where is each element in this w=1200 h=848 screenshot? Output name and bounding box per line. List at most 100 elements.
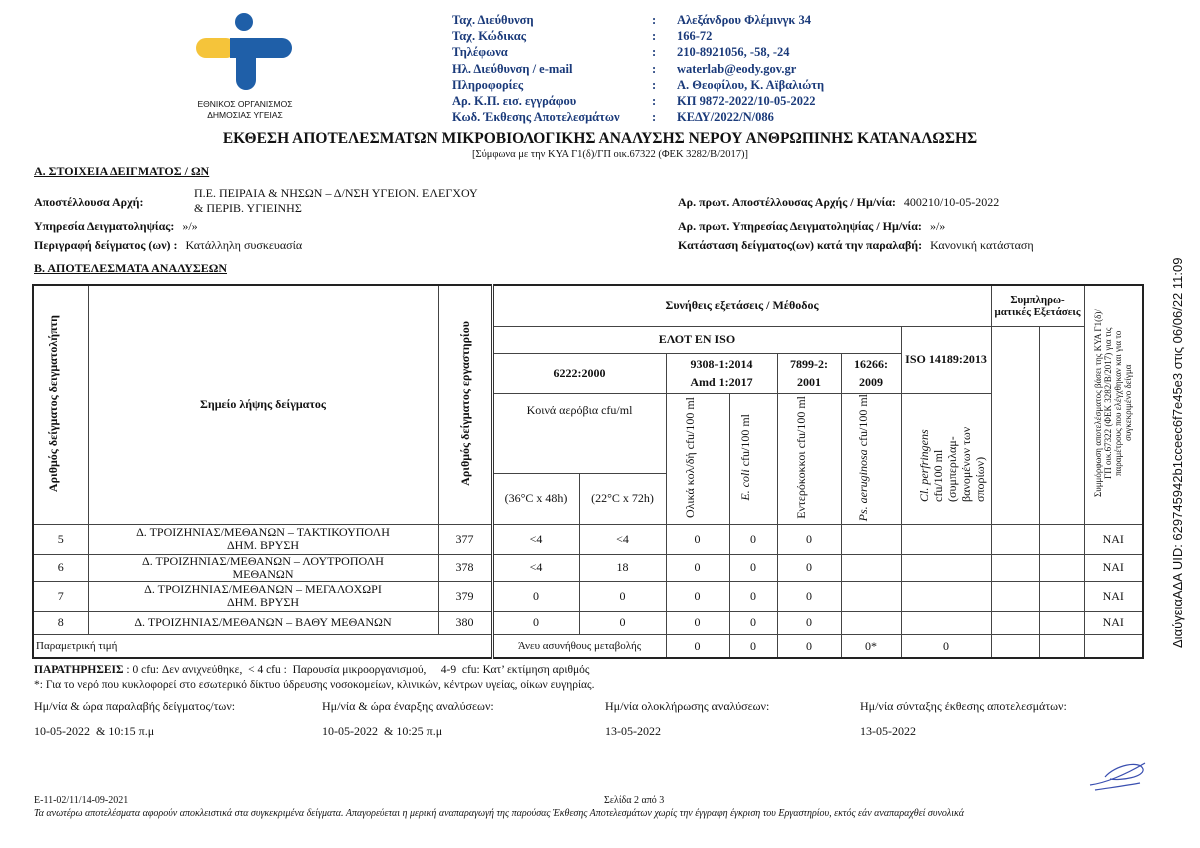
sample-no: 5 <box>32 523 89 555</box>
sample-no: 6 <box>32 553 89 582</box>
date-value: 13-05-2022 <box>860 724 916 739</box>
contact-row: Ηλ. Διεύθυνση / e-mail: waterlab@eody.gov… <box>452 61 797 76</box>
state-label: Κατάσταση δείγματος(ων) κατά την παραλαβ… <box>678 238 923 252</box>
param-label: Παραμετρική τιμή <box>32 633 493 659</box>
description-value: Κατάλληλη συσκευασία <box>185 238 303 252</box>
aerobic-22: <4 <box>578 523 667 555</box>
cell-s1 <box>990 580 1040 612</box>
cell-cl <box>900 553 992 582</box>
cell-comp: ΝΑΙ <box>1083 553 1144 582</box>
footer-disclaimer: Τα ανωτέρω αποτελέσματα αφορούν αποκλεισ… <box>34 808 965 819</box>
table-row: 6 Δ. ΤΡΟΙΖΗΝΙΑΣ/ΜΕΘΑΝΩΝ – ΛΟΥΤΡΟΠΟΛΗ ΜΕΘ… <box>32 553 1144 582</box>
header-compliance: Συμμόρφωση αποτελέσματος βάσει της ΚΥΑ Γ… <box>1083 284 1144 525</box>
description-field: Περιγραφή δείγματος (ων) : Κατάλληλη συσ… <box>34 238 302 253</box>
signature-icon <box>1089 762 1146 791</box>
description-label: Περιγραφή δείγματος (ων) : <box>34 238 178 252</box>
param-ps: 0* <box>840 633 902 659</box>
method-9308: 9308-1:2014 Amd 1:2017 <box>665 352 778 394</box>
cell-ps <box>840 523 902 555</box>
state-field: Κατάσταση δείγματος(ων) κατά την παραλαβ… <box>678 238 1034 253</box>
aerobic-36: <4 <box>490 553 580 582</box>
cell-comp: ΝΑΙ <box>1083 580 1144 612</box>
cell-s2 <box>1038 610 1085 635</box>
header-ps-aeruginosa: Ps. aeruginosa cfu/100 ml <box>840 392 902 525</box>
lab-no: 378 <box>437 553 493 582</box>
date-label: Ημ/νία & ώρα παραλαβής δείγματος/των: <box>34 699 236 714</box>
sender-field: Αποστέλλουσα Αρχή: Π.Ε. ΠΕΙΡΑΙΑ & ΝΗΣΩΝ … <box>34 186 478 216</box>
cell-ent: 0 <box>776 580 842 612</box>
lab-no: 377 <box>437 523 493 555</box>
cell-ent: 0 <box>776 523 842 555</box>
eody-logo-icon <box>196 13 292 90</box>
header-supplementary: Συμπληρω-ματικές Εξετάσεις <box>990 284 1085 327</box>
header-point: Σημείο λήψης δείγματος <box>87 284 439 525</box>
prot-service-field: Αρ. πρωτ. Υπηρεσίας Δειγματοληψίας / Ημ/… <box>678 219 945 234</box>
header-cl-perfringens: Cl. perfringens cfu/100 ml (συμπεριλαμ-β… <box>900 392 992 525</box>
aerobic-36: 0 <box>490 580 580 612</box>
contact-row: Τηλέφωνα:210-8921056, -58, -24 <box>452 45 790 60</box>
sampling-point: Δ. ΤΡΟΙΖΗΝΙΑΣ/ΜΕΘΑΝΩΝ – ΒΑΘΥ ΜΕΘΑΝΩΝ <box>87 610 439 635</box>
header-lab-no: Αριθμός δείγματος εργαστηρίου <box>437 284 493 525</box>
footer-page: Σελίδα 2 από 3 <box>604 795 665 806</box>
cell-s1 <box>990 523 1040 555</box>
cell-s2 <box>1038 580 1085 612</box>
method-7899: 7899-2: 2001 <box>776 352 842 394</box>
contact-row: Κωδ. Έκθεσης Αποτελεσμάτων: ΚΕΔΥ/2022/Ν/0… <box>452 110 774 125</box>
header-enterococci: Εντερόκοκκοι cfu/100 ml <box>776 392 842 525</box>
sampling-point: Δ. ΤΡΟΙΖΗΝΙΑΣ/ΜΕΘΑΝΩΝ – ΛΟΥΤΡΟΠΟΛΗ ΜΕΘΑΝ… <box>87 553 439 582</box>
param-empty <box>1083 633 1144 659</box>
section-b-heading: Β. ΑΠΟΤΕΛΕΣΜΑΤΑ ΑΝΑΛΥΣΕΩΝ <box>34 261 227 275</box>
aerobic-22: 0 <box>578 580 667 612</box>
report-title: ΕΚΘΕΣΗ ΑΠΟΤΕΛΕΣΜΑΤΩΝ ΜΙΚΡΟΒΙΟΛΟΓΙΚΗΣ ΑΝΑ… <box>222 130 978 147</box>
date-value: 13-05-2022 <box>605 724 661 739</box>
lab-no: 380 <box>437 610 493 635</box>
table-row: 5 Δ. ΤΡΟΙΖΗΝΙΑΣ/ΜΕΘΑΝΩΝ – ΤΑΚΤΙΚΟΥΠΟΛΗ Δ… <box>32 523 1144 555</box>
aerobic-36: <4 <box>490 523 580 555</box>
service-value: »/» <box>182 219 198 233</box>
param-coliforms: 0 <box>665 633 730 659</box>
parametric-row: Παραμετρική τιμή Άνευ ασυνήθους μεταβολή… <box>32 633 1144 659</box>
results-table: Αριθμός δείγματος δειγματολήπτη Σημείο λ… <box>32 284 1145 660</box>
contact-row: Αρ. Κ.Π. εισ. εγγράφου: ΚΠ 9872-2022/10-0… <box>452 94 816 109</box>
header-sample-no: Αριθμός δείγματος δειγματολήπτη <box>32 284 89 525</box>
cell-ent: 0 <box>776 610 842 635</box>
cell-cl <box>900 610 992 635</box>
notes: ΠΑΡΑΤΗΡΗΣΕΙΣ : 0 cfu: Δεν ανιχνεύθηκε, <… <box>34 664 595 692</box>
param-empty <box>1038 633 1085 659</box>
cell-comp: ΝΑΙ <box>1083 610 1144 635</box>
cell-col: 0 <box>665 610 730 635</box>
contact-row: Πληροφορίες: Α. Θεοφίλου, Κ. Αϊβαλιώτη <box>452 77 825 92</box>
date-value: 10-05-2022 & 10:25 π.μ <box>322 724 443 739</box>
cell-s1 <box>990 610 1040 635</box>
header-aerobic: Κοινά αερόβια cfu/ml <box>490 392 667 474</box>
service-field: Υπηρεσία Δειγματοληψίας: »/» <box>34 219 198 234</box>
sender-label: Αποστέλλουσα Αρχή: <box>34 195 144 209</box>
section-a-heading: Α. ΣΤΟΙΧΕΙΑ ΔΕΙΓΜΑΤΟΣ / ΩΝ <box>34 164 210 178</box>
cell-ecoli: 0 <box>728 610 778 635</box>
cell-s1 <box>990 553 1040 582</box>
aerobic-36: 0 <box>490 610 580 635</box>
header-iso: ISO 14189:2013 <box>900 325 992 394</box>
cell-ps <box>840 580 902 612</box>
prot-service-value: »/» <box>929 219 946 233</box>
date-value: 10-05-2022 & 10:15 π.μ <box>34 724 155 739</box>
table-row: 7 Δ. ΤΡΟΙΖΗΝΙΑΣ/ΜΕΘΑΝΩΝ – ΜΕΓΑΛΟΧΩΡΙ ΔΗΜ… <box>32 580 1144 612</box>
header-coliforms: Ολικά κολ/δή cfu/100 ml <box>665 392 730 525</box>
contact-row: Ταχ. Κώδικας:166-72 <box>452 29 713 44</box>
cell-col: 0 <box>665 580 730 612</box>
sampling-point: Δ. ΤΡΟΙΖΗΝΙΑΣ/ΜΕΘΑΝΩΝ – ΤΑΚΤΙΚΟΥΠΟΛΗ ΔΗΜ… <box>87 523 439 555</box>
cell-ps <box>840 553 902 582</box>
prot-sender-value: 400210/10-05-2022 <box>903 195 1000 209</box>
supp-col-1 <box>990 325 1040 525</box>
method-6222: 6222:2000 <box>490 352 667 394</box>
param-cl: 0 <box>900 633 992 659</box>
param-ecoli: 0 <box>728 633 778 659</box>
cell-cl <box>900 523 992 555</box>
header-ecoli: E. coli cfu/100 ml <box>728 392 778 525</box>
cell-col: 0 <box>665 523 730 555</box>
cell-ent: 0 <box>776 553 842 582</box>
param-aerobic: Άνευ ασυνήθους μεταβολής <box>490 633 667 659</box>
aerobic-22: 18 <box>578 553 667 582</box>
header-22c: (22°C x 72h) <box>578 472 667 525</box>
report-subtitle: [Σύμφωνα με την ΚΥΑ Γ1(δ)/ΓΠ οικ.67322 (… <box>471 149 749 160</box>
